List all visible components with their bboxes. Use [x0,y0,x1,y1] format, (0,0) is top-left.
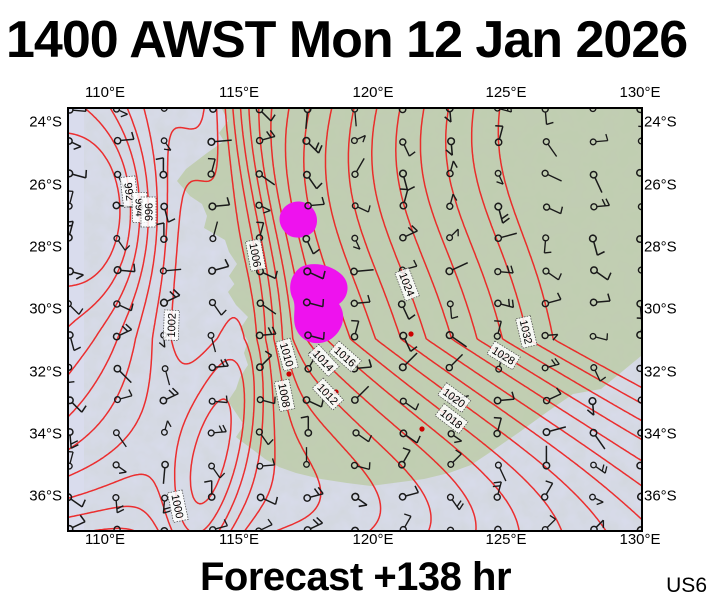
svg-text:996: 996 [143,203,155,221]
svg-text:1002: 1002 [166,313,179,338]
